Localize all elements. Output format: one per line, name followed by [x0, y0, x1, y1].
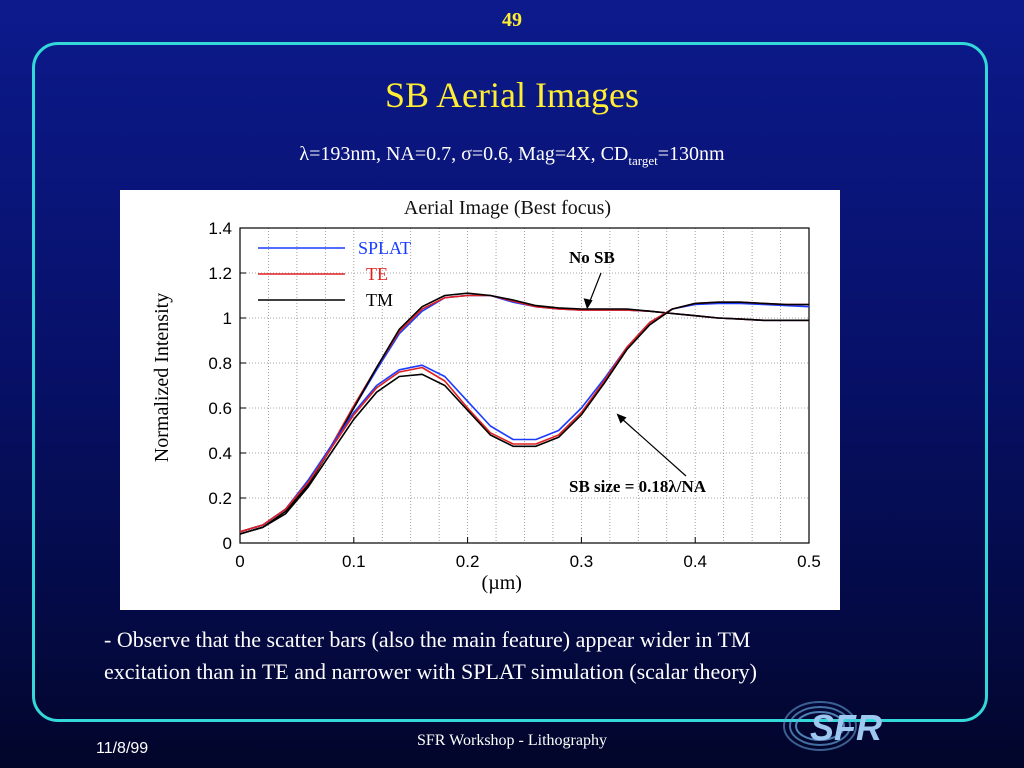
y-tick-label: 0.4 [208, 444, 232, 463]
caption-line-1: - Observe that the scatter bars (also th… [104, 627, 751, 652]
x-axis-label: (µm) [482, 572, 522, 594]
y-tick-label: 0.2 [208, 489, 232, 508]
y-axis-label: Normalized Intensity [151, 293, 173, 462]
annotation-arrow-no-sb [588, 272, 602, 304]
annotation-sb-size: SB size = 0.18λ/NA [569, 477, 707, 496]
legend-label-te: TE [366, 264, 388, 284]
slide-frame [32, 42, 988, 722]
subtitle-subscript: target [628, 153, 658, 168]
x-tick-label: 0.3 [570, 552, 594, 571]
annotation-arrowhead-sb-size [616, 413, 627, 424]
plot-background [240, 228, 809, 543]
subtitle-end: =130nm [657, 143, 725, 165]
x-tick-label: 0.2 [456, 552, 480, 571]
annotation-arrowhead-no-sb [583, 298, 593, 310]
plot-border [239, 227, 810, 544]
series-line-splat-sb [239, 302, 810, 533]
x-tick-label: 0.4 [683, 552, 707, 571]
y-tick-label: 1.4 [208, 219, 232, 238]
x-tick-label: 0 [235, 552, 244, 571]
legend-label-tm: TM [366, 290, 393, 310]
footer-date: 11/8/99 [96, 740, 149, 757]
y-tick-label: 1.2 [208, 264, 232, 283]
legend-label-splat: SPLAT [358, 238, 411, 258]
y-tick-label: 1 [223, 309, 232, 328]
chart-title: Aerial Image (Best focus) [404, 197, 611, 219]
footer-title: SFR Workshop - Lithography [417, 732, 607, 749]
annotation-arrow-sb-size [621, 418, 687, 477]
series-line-tm-sb [239, 301, 809, 535]
sfr-logo: SFR [783, 701, 882, 751]
y-tick-label: 0.6 [208, 399, 232, 418]
slide-number: 49 [502, 9, 522, 31]
y-tick-label: 0 [223, 534, 232, 553]
slide-subtitle: λ=193nm, NA=0.7, σ=0.6, Mag=4X, CDtarget… [0, 143, 1024, 169]
logo-text: SFR [810, 707, 882, 748]
annotation-no-sb: No SB [569, 248, 615, 267]
caption-line-2: excitation than in TE and narrower with … [104, 659, 757, 684]
aerial-image-chart: Aerial Image (Best focus) 0 0.2 0.4 0.6 0.8 1 1… [151, 197, 821, 594]
slide-title: SB Aerial Images [385, 75, 639, 115]
y-tick-label: 0.8 [208, 354, 232, 373]
slide-caption: - Observe that the scatter bars (also th… [104, 624, 974, 688]
subtitle-main: λ=193nm, NA=0.7, σ=0.6, Mag=4X, CD [299, 143, 629, 165]
chart-area: Aerial Image (Best focus) 0 0.2 0.4 0.6 0.8 1 1… [120, 190, 840, 610]
x-tick-label: 0.5 [797, 552, 821, 571]
x-tick-label: 0.1 [342, 552, 366, 571]
